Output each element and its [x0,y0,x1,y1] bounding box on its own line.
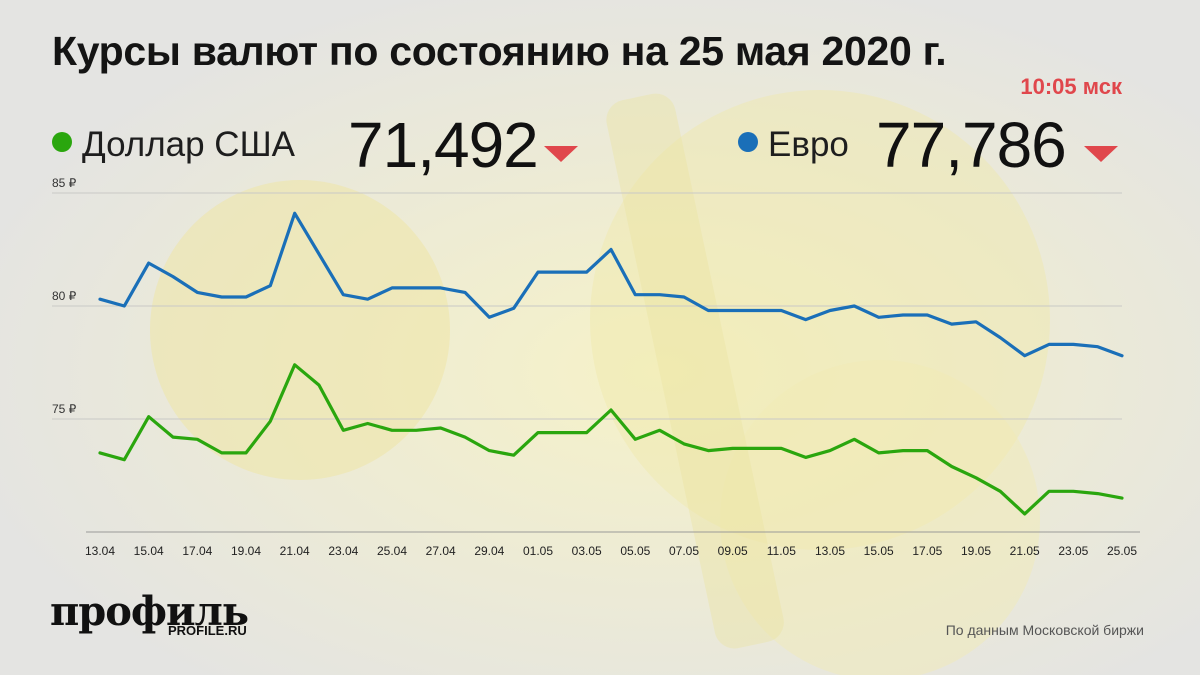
x-tick-label: 17.05 [912,544,942,558]
usd-value: 71,492 [348,109,539,181]
eur-down-arrow-icon [1084,146,1118,162]
x-tick-label: 17.04 [182,544,212,558]
x-tick-label: 13.04 [85,544,115,558]
x-tick-label: 25.05 [1107,544,1137,558]
x-tick-label: 21.05 [1010,544,1040,558]
x-tick-label: 19.05 [961,544,991,558]
x-tick-label: 23.04 [328,544,358,558]
eur-value: 77,786 [876,109,1067,181]
eur-dot-icon [738,132,758,152]
source-note: По данным Московской биржи [945,622,1144,638]
x-tick-label: 13.05 [815,544,845,558]
y-tick-label: 75 ₽ [52,402,77,416]
x-tick-label: 11.05 [767,544,796,558]
x-tick-label: 01.05 [523,544,553,558]
series-line-eur [98,211,1124,358]
y-tick-label: 80 ₽ [52,289,77,303]
y-tick-label: 85 ₽ [52,176,77,190]
legend-eur: Евро 77,786 [738,108,1138,181]
profile-site: PROFILE.RU [168,623,247,638]
usd-label: Доллар США [82,125,295,164]
x-tick-label: 07.05 [669,544,699,558]
x-tick-label: 29.04 [474,544,504,558]
x-tick-label: 23.05 [1058,544,1088,558]
x-tick-label: 19.04 [231,544,261,558]
x-tick-label: 27.04 [426,544,456,558]
usd-down-arrow-icon [544,146,578,162]
x-tick-label: 09.05 [718,544,748,558]
x-tick-label: 15.05 [864,544,894,558]
timestamp: 10:05 мск [1020,74,1122,99]
x-tick-label: 25.04 [377,544,407,558]
page-title: Курсы валют по состоянию на 25 мая 2020 … [52,28,947,74]
legend-usd: Доллар США 71,492 [52,108,592,181]
series-line-usd [98,363,1124,516]
eur-label: Евро [768,125,849,164]
profile-logo: профиль [50,588,249,635]
usd-dot-icon [52,132,72,152]
x-tick-label: 21.04 [280,544,310,558]
x-tick-label: 15.04 [134,544,164,558]
x-tick-label: 03.05 [572,544,602,558]
x-tick-label: 05.05 [620,544,650,558]
